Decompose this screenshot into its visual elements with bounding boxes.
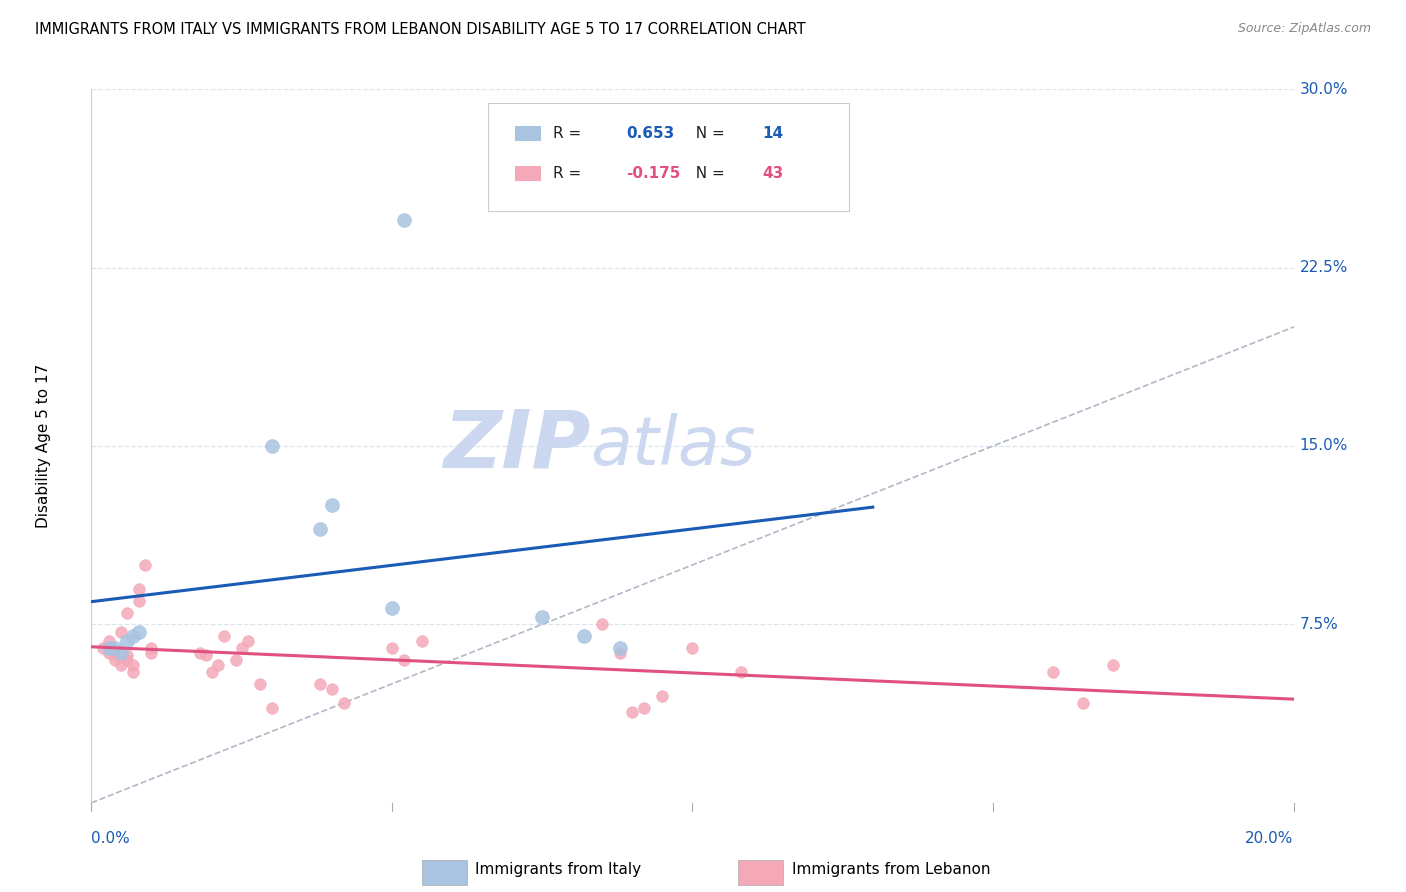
Text: 43: 43 — [762, 166, 783, 181]
Text: N =: N = — [686, 166, 730, 181]
Point — [194, 648, 217, 663]
Point — [104, 641, 127, 656]
Point — [201, 665, 224, 679]
Text: ZIP: ZIP — [443, 407, 591, 485]
Text: atlas: atlas — [591, 413, 756, 479]
Point — [104, 653, 127, 667]
Point — [128, 624, 150, 639]
Point — [308, 522, 330, 536]
Point — [633, 700, 655, 714]
Point — [574, 629, 596, 643]
Text: 0.0%: 0.0% — [91, 831, 131, 847]
Text: -0.175: -0.175 — [626, 166, 681, 181]
Point — [392, 213, 415, 227]
FancyBboxPatch shape — [515, 126, 541, 141]
Point — [392, 653, 415, 667]
Point — [225, 653, 247, 667]
Point — [260, 700, 283, 714]
Point — [609, 641, 631, 656]
Text: 15.0%: 15.0% — [1299, 439, 1348, 453]
Point — [681, 641, 703, 656]
Point — [207, 657, 229, 672]
Point — [93, 641, 115, 656]
Text: 22.5%: 22.5% — [1299, 260, 1348, 275]
Point — [249, 677, 271, 691]
Point — [110, 624, 132, 639]
Point — [1102, 657, 1125, 672]
Point — [128, 582, 150, 596]
Point — [621, 706, 644, 720]
Point — [98, 646, 121, 660]
Point — [321, 499, 343, 513]
Point — [134, 558, 156, 572]
Point — [1071, 696, 1094, 710]
Point — [411, 634, 433, 648]
Point — [321, 681, 343, 696]
Point — [333, 696, 356, 710]
Point — [260, 439, 283, 453]
Point — [117, 653, 139, 667]
Text: R =: R = — [553, 166, 586, 181]
Point — [236, 634, 259, 648]
Text: N =: N = — [686, 126, 730, 141]
Point — [122, 629, 145, 643]
FancyBboxPatch shape — [515, 166, 541, 181]
Text: 30.0%: 30.0% — [1299, 82, 1348, 96]
FancyBboxPatch shape — [488, 103, 849, 211]
Point — [104, 648, 127, 663]
Point — [141, 641, 163, 656]
Point — [212, 629, 235, 643]
Point — [122, 665, 145, 679]
Point — [1042, 665, 1064, 679]
Point — [308, 677, 330, 691]
Point — [117, 634, 139, 648]
Point — [651, 689, 673, 703]
Point — [98, 634, 121, 648]
Point — [98, 641, 121, 656]
Point — [122, 657, 145, 672]
Point — [117, 648, 139, 663]
Text: Immigrants from Lebanon: Immigrants from Lebanon — [792, 863, 990, 877]
Point — [188, 646, 211, 660]
Text: 20.0%: 20.0% — [1246, 831, 1294, 847]
Point — [231, 641, 253, 656]
Point — [117, 606, 139, 620]
Text: Source: ZipAtlas.com: Source: ZipAtlas.com — [1237, 22, 1371, 36]
Text: 0.653: 0.653 — [626, 126, 675, 141]
Point — [141, 646, 163, 660]
Text: 14: 14 — [762, 126, 783, 141]
Point — [128, 593, 150, 607]
Point — [609, 646, 631, 660]
Text: 7.5%: 7.5% — [1299, 617, 1339, 632]
Point — [531, 610, 554, 624]
Point — [381, 641, 404, 656]
Text: IMMIGRANTS FROM ITALY VS IMMIGRANTS FROM LEBANON DISABILITY AGE 5 TO 17 CORRELAT: IMMIGRANTS FROM ITALY VS IMMIGRANTS FROM… — [35, 22, 806, 37]
Point — [110, 657, 132, 672]
Point — [730, 665, 752, 679]
Text: Disability Age 5 to 17: Disability Age 5 to 17 — [35, 364, 51, 528]
Point — [381, 600, 404, 615]
Text: Immigrants from Italy: Immigrants from Italy — [475, 863, 641, 877]
Text: R =: R = — [553, 126, 586, 141]
Point — [591, 617, 613, 632]
Point — [110, 646, 132, 660]
